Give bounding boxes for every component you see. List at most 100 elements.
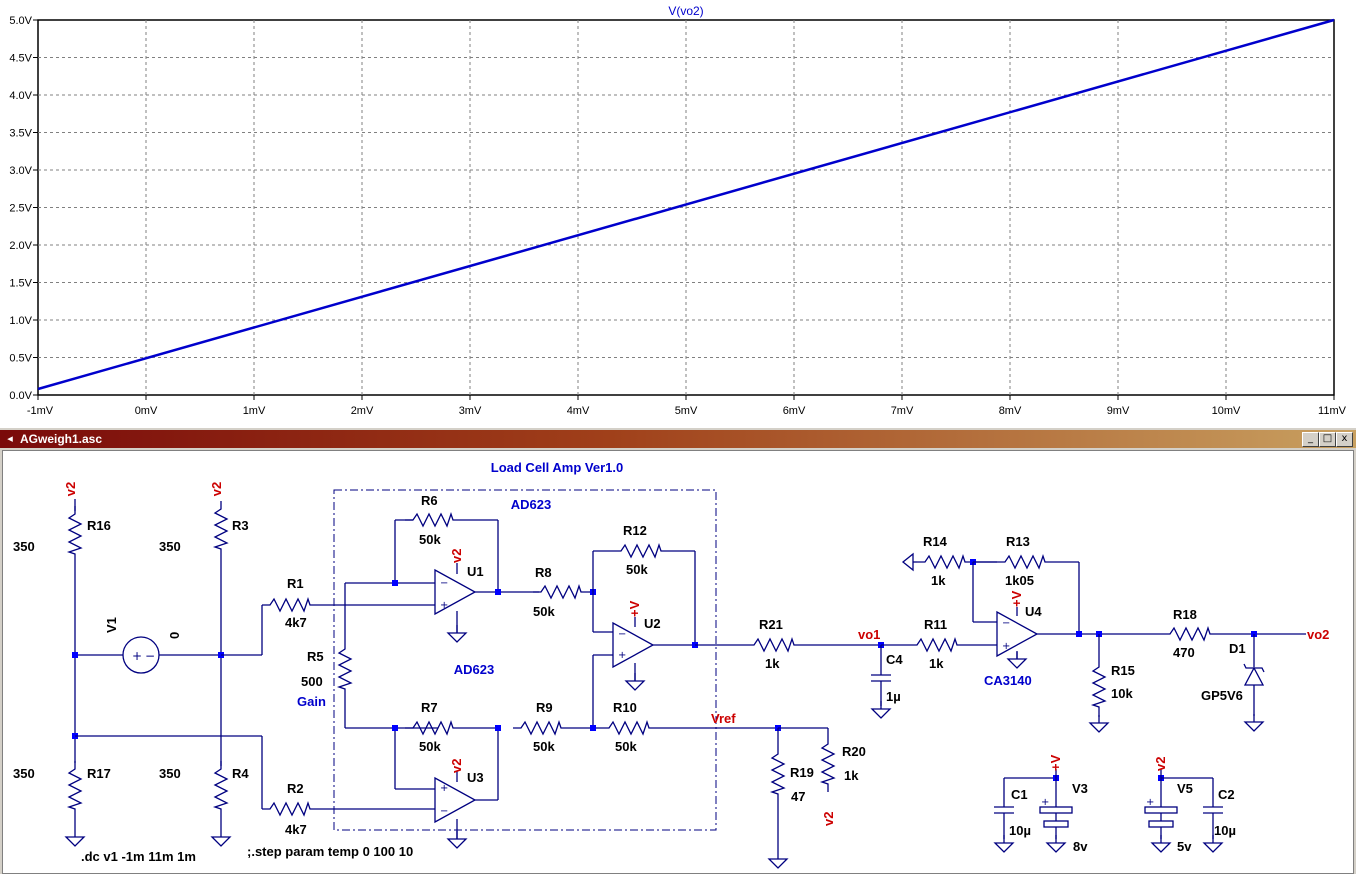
svg-text:+: + — [618, 650, 626, 661]
svg-text:−: − — [1002, 618, 1010, 629]
r18-value: 470 — [1173, 645, 1195, 660]
ad623-label-top: AD623 — [511, 497, 551, 512]
net-v2-v5: v2 — [1153, 757, 1168, 771]
net-v2-r20: v2 — [821, 812, 836, 826]
output-stage[interactable]: R21 1k vo1 C4 1µ R11 1k R14 1k R13 1k05 — [695, 534, 1329, 733]
schematic-window-title: AGweigh1.asc — [20, 432, 103, 446]
y-tick-label: 4.0V — [9, 90, 32, 102]
plot-series — [37, 18, 1335, 391]
trace-label[interactable]: V(vo2) — [668, 4, 703, 18]
y-tick-label: 3.5V — [9, 128, 32, 140]
net-v2-r16: v2 — [63, 482, 78, 496]
x-tick-label: -1mV — [27, 405, 54, 417]
r5-value: 500 — [301, 674, 323, 689]
u2-name: U2 — [644, 616, 661, 631]
r16-name: R16 — [87, 518, 111, 533]
r7-value: 50k — [419, 739, 441, 754]
svg-text:−: − — [440, 806, 448, 817]
r11-name: R11 — [924, 617, 947, 632]
r12-name: R12 — [623, 523, 647, 538]
v5-value: 5v — [1177, 839, 1192, 854]
r4-name: R4 — [232, 766, 249, 781]
x-tick-label: 5mV — [675, 405, 698, 417]
x-tick-label: 4mV — [567, 405, 590, 417]
waveform-plot[interactable]: -1mV 0mV 1mV 2mV 3mV 4mV 5mV 6mV 7mV 8mV 9mV 10mV 11… — [0, 0, 1356, 428]
net-plusv-u4: +V — [1009, 590, 1024, 607]
instrumentation-amp[interactable]: R5 500 Gain − + v2 U1 R6 50k R8 50k — [297, 493, 778, 849]
v3-name: V3 — [1072, 781, 1088, 796]
r13-name: R13 — [1006, 534, 1030, 549]
bridge-network[interactable]: v2 R16 350 v2 R3 350 + − V1 0 R17 350 R4… — [13, 482, 438, 847]
r8-value: 50k — [533, 604, 555, 619]
vo2-label: vo2 — [1307, 627, 1329, 642]
svg-text:+: + — [440, 600, 448, 611]
vref-label: Vref — [711, 711, 736, 726]
svg-text:+: + — [1041, 797, 1049, 808]
series-line-vo2[interactable] — [37, 18, 1335, 391]
d1-name: D1 — [1229, 641, 1246, 656]
y-tick-label: 4.5V — [9, 53, 32, 65]
r19-value: 47 — [791, 789, 805, 804]
net-v2-r3: v2 — [209, 482, 224, 496]
waveform-plot-pane[interactable]: -1mV 0mV 1mV 2mV 3mV 4mV 5mV 6mV 7mV 8mV 9mV 10mV 11… — [0, 0, 1356, 428]
svg-text:−: − — [618, 629, 626, 640]
r3-name: R3 — [232, 518, 249, 533]
r15-name: R15 — [1111, 663, 1135, 678]
y-tick-label: 0.5V — [9, 353, 32, 365]
ad623-boundary-box — [333, 489, 717, 831]
schematic-title: Load Cell Amp Ver1.0 — [491, 460, 623, 475]
gain-label: Gain — [297, 694, 326, 709]
minimize-button[interactable]: _ — [1302, 432, 1319, 447]
x-tick-label: 8mV — [999, 405, 1022, 417]
schematic-editor[interactable]: Load Cell Amp Ver1.0 AD623 AD623 v2 R16 … — [2, 450, 1354, 874]
supply-section[interactable]: C1 10µ +V + V3 8v v2 + V5 5v C2 10µ — [994, 754, 1236, 854]
c1-name: C1 — [1011, 787, 1028, 802]
r18-name: R18 — [1173, 607, 1197, 622]
r12-value: 50k — [626, 562, 648, 577]
close-button[interactable]: x — [1336, 432, 1353, 447]
x-tick-label: 6mV — [783, 405, 806, 417]
r6-name: R6 — [421, 493, 438, 508]
x-tick-label: 1mV — [243, 405, 266, 417]
c2-name: C2 — [1218, 787, 1235, 802]
u3-name: U3 — [467, 770, 484, 785]
step-directive[interactable]: ;.step param temp 0 100 10 — [247, 844, 413, 859]
y-tick-label: 0.0V — [9, 390, 32, 402]
net-v2-u1: v2 — [449, 549, 464, 563]
r3-value: 350 — [159, 539, 181, 554]
net-v2-u3: v2 — [449, 759, 464, 773]
vo1-label: vo1 — [858, 627, 880, 642]
r14-name: R14 — [923, 534, 948, 549]
svg-text:+: + — [1146, 797, 1154, 808]
v1-name: V1 — [104, 617, 119, 633]
y-tick-label: 3.0V — [9, 165, 32, 177]
r2-value: 4k7 — [285, 822, 307, 837]
svg-text:+: + — [440, 783, 448, 794]
net-plusv-u2: +V — [627, 600, 642, 617]
svg-text:−: − — [145, 649, 155, 663]
restore-button[interactable]: □ — [1319, 432, 1336, 447]
x-tick-label: 11mV — [1318, 405, 1347, 417]
v5-name: V5 — [1177, 781, 1193, 796]
r19-name: R19 — [790, 765, 814, 780]
r17-name: R17 — [87, 766, 111, 781]
ca3140-label: CA3140 — [984, 673, 1032, 688]
dc-directive[interactable]: .dc v1 -1m 11m 1m — [81, 849, 196, 864]
r6-value: 50k — [419, 532, 441, 547]
y-tick-label: 1.0V — [9, 315, 32, 327]
vref-divider[interactable]: R19 47 R20 1k v2 — [768, 725, 866, 869]
u4-name: U4 — [1025, 604, 1042, 619]
r7-name: R7 — [421, 700, 438, 715]
svg-text:+: + — [132, 649, 142, 663]
schematic-canvas[interactable]: Load Cell Amp Ver1.0 AD623 AD623 v2 R16 … — [3, 451, 1353, 873]
r10-value: 50k — [615, 739, 637, 754]
r1-value: 4k7 — [285, 615, 307, 630]
v3-value: 8v — [1073, 839, 1088, 854]
r21-name: R21 — [759, 617, 783, 632]
ad623-label-mid: AD623 — [454, 662, 494, 677]
schematic-doc-icon: ◂ — [7, 433, 13, 445]
r9-value: 50k — [533, 739, 555, 754]
r14-value: 1k — [931, 573, 946, 588]
schematic-title-bar[interactable]: ◂ AGweigh1.asc _ □ x — [0, 430, 1356, 448]
x-tick-label: 10mV — [1212, 405, 1241, 417]
